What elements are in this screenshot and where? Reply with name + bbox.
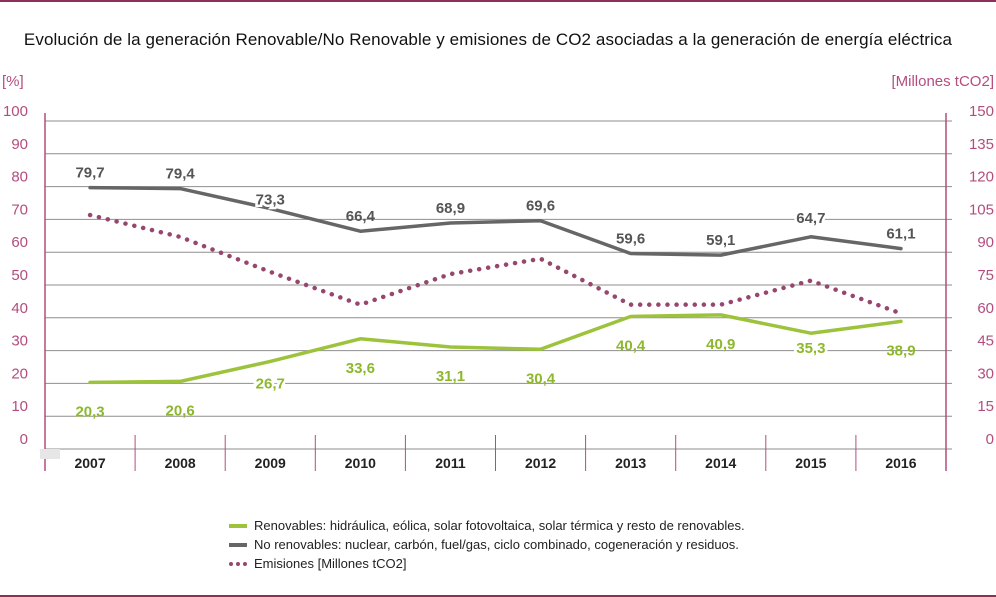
series-line-0 — [88, 313, 903, 385]
x-tick-label-2007: 2007 — [74, 455, 105, 471]
legend-item-no-renovables: No renovables: nuclear, carbón, fuel/gas… — [229, 535, 745, 554]
series-line-1 — [88, 185, 903, 257]
data-label-1-2: 73,3 — [256, 192, 285, 209]
y-right-tick-label: 45 — [977, 333, 994, 350]
data-label-0-0: 20,3 — [75, 403, 104, 420]
y-left-tick-label: 80 — [11, 169, 28, 186]
series-line-2 — [87, 212, 904, 316]
y-right-unit-label: [Millones tCO2] — [891, 73, 994, 90]
data-label-0-7: 40,9 — [706, 336, 735, 353]
chart-title: Evolución de la generación Renovable/No … — [23, 30, 953, 49]
x-tick-label-2016: 2016 — [885, 455, 916, 471]
y-right-tick-label: 90 — [977, 234, 994, 251]
data-label-0-3: 33,6 — [346, 360, 375, 377]
top-rule — [0, 0, 996, 2]
y-left-tick-label: 90 — [11, 136, 28, 153]
x-tick-label-2008: 2008 — [165, 455, 196, 471]
data-label-1-8: 64,7 — [796, 210, 825, 227]
y-left-tick-label: 70 — [11, 201, 28, 218]
y-right-tick-label: 135 — [969, 136, 994, 153]
data-label-1-1: 79,4 — [166, 166, 196, 183]
x-tick-label-2009: 2009 — [255, 455, 286, 471]
legend-label-emisiones: Emisiones [Millones tCO2] — [254, 556, 407, 571]
x-tick-label-2014: 2014 — [705, 455, 736, 471]
legend-item-emisiones: Emisiones [Millones tCO2] — [229, 554, 745, 573]
y-left-tick-label: 10 — [11, 398, 28, 415]
data-label-0-5: 30,4 — [526, 370, 556, 387]
y-right-tick-label: 150 — [969, 103, 994, 120]
x-tick-label-2011: 2011 — [435, 455, 466, 471]
y-left-tick-label: 60 — [11, 234, 28, 251]
y-left-tick-label: 20 — [11, 365, 28, 382]
data-label-0-6: 40,4 — [616, 337, 646, 354]
data-label-0-2: 26,7 — [256, 375, 285, 392]
y-right-tick-label: 105 — [969, 201, 994, 218]
y-right-tick-label: 15 — [977, 398, 994, 415]
data-label-1-3: 66,4 — [346, 208, 376, 225]
y-left-tick-label: 30 — [11, 333, 28, 350]
data-label-1-5: 69,6 — [526, 198, 555, 215]
legend-swatch-renovables — [229, 523, 247, 528]
legend-label-renovables: Renovables: hidráulica, eólica, solar fo… — [254, 518, 745, 533]
legend-label-no-renovables: No renovables: nuclear, carbón, fuel/gas… — [254, 537, 739, 552]
legend-item-renovables: Renovables: hidráulica, eólica, solar fo… — [229, 516, 745, 535]
y-right-tick-label: 30 — [977, 365, 994, 382]
gridlines — [45, 120, 952, 450]
data-label-1-0: 79,7 — [75, 165, 104, 182]
data-label-1-7: 59,1 — [706, 232, 735, 249]
y-left-tick-label: 100 — [3, 103, 28, 120]
data-label-1-9: 61,1 — [886, 226, 915, 243]
y-right-tick-label: 60 — [977, 300, 994, 317]
x-tick-label-2012: 2012 — [525, 455, 556, 471]
data-labels: 20,3 20,6 26,7 33,6 31,1 30,4 40,4 40,9 35,3 38,9… — [75, 165, 915, 421]
x-tick-label-2010: 2010 — [345, 455, 376, 471]
y-left-tick-label: 50 — [11, 267, 28, 284]
data-label-0-4: 31,1 — [436, 368, 465, 385]
legend-swatch-no-renovables — [229, 542, 247, 547]
y-right-tick-label: 120 — [969, 169, 994, 186]
y-left-tick-label: 40 — [11, 300, 28, 317]
y-right-tick-label: 0 — [986, 431, 994, 448]
y-left-unit-label: [%] — [2, 73, 24, 90]
x-tick-label-2015: 2015 — [795, 455, 826, 471]
legend: Renovables: hidráulica, eólica, solar fo… — [229, 516, 745, 573]
data-label-1-6: 59,6 — [616, 231, 645, 248]
series-lines — [87, 185, 904, 385]
x-tick-label-2013: 2013 — [615, 455, 646, 471]
data-label-0-8: 35,3 — [796, 340, 825, 357]
y-right-tick-label: 75 — [977, 267, 994, 284]
y-left-tick-label: 0 — [20, 431, 28, 448]
data-label-0-1: 20,6 — [166, 402, 195, 419]
data-label-0-9: 38,9 — [886, 342, 915, 359]
data-label-1-4: 68,9 — [436, 200, 465, 217]
axis-corner-marker — [40, 449, 60, 459]
bottom-rule — [0, 595, 996, 597]
legend-swatch-emisiones — [229, 561, 247, 566]
